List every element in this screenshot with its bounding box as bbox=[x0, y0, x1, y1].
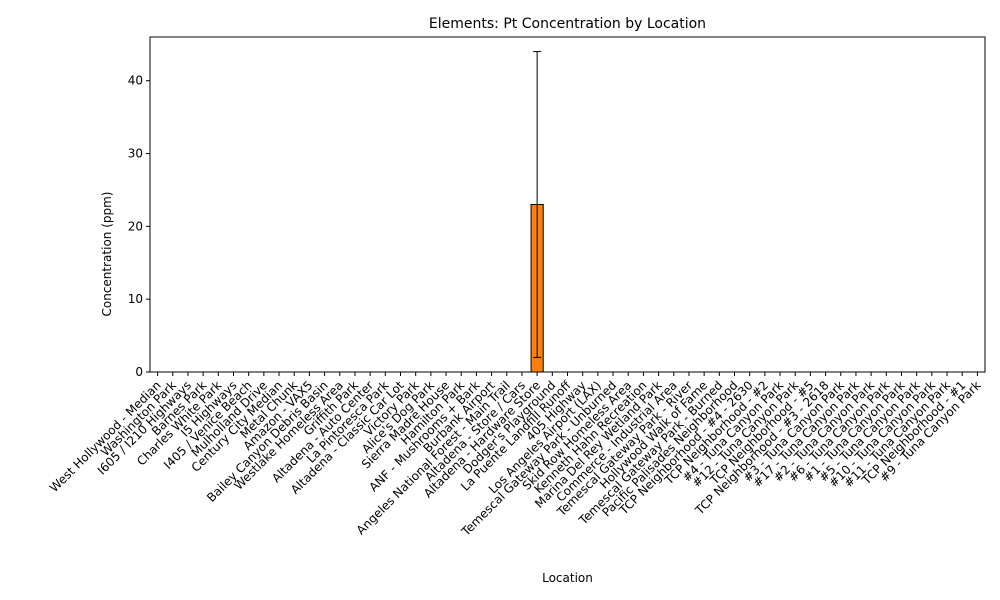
y-tick-label: 0 bbox=[135, 365, 143, 379]
plot-frame bbox=[149, 36, 986, 373]
chart-title: Elements: Pt Concentration by Location bbox=[429, 16, 706, 32]
y-tick-label: 20 bbox=[128, 219, 143, 233]
y-tick-label: 30 bbox=[128, 147, 143, 161]
y-tick-label: 40 bbox=[128, 74, 143, 88]
x-axis-label: Location bbox=[542, 571, 593, 585]
y-axis-label: Concentration (ppm) bbox=[100, 192, 114, 317]
y-tick-label: 10 bbox=[128, 292, 143, 306]
